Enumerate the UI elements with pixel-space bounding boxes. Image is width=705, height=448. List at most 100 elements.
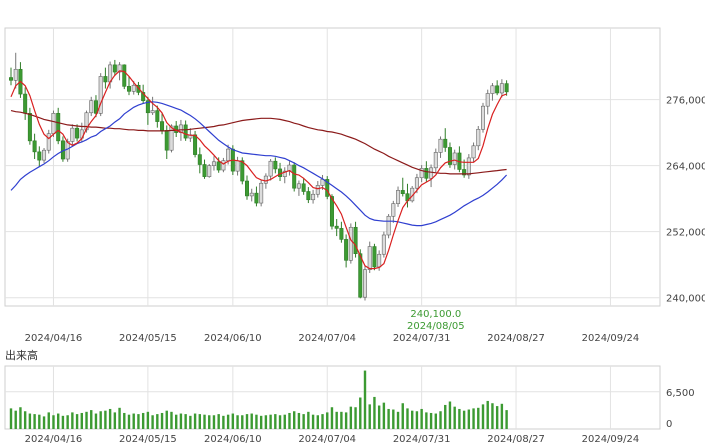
volume-bar xyxy=(462,410,466,429)
volume-bar xyxy=(297,412,301,429)
volume-bar xyxy=(47,412,50,429)
candle-body xyxy=(480,105,485,130)
volume-bar xyxy=(113,412,117,429)
candle-body xyxy=(438,138,443,153)
candle-body xyxy=(504,83,509,93)
volume-bar xyxy=(189,415,192,429)
candle-body xyxy=(254,192,259,204)
candle-body xyxy=(211,161,216,166)
volume-bar xyxy=(344,412,348,429)
volume-bar xyxy=(208,415,211,429)
candle-body xyxy=(98,76,103,114)
candle-body xyxy=(396,190,401,204)
candle-body xyxy=(315,185,320,195)
volume-bar xyxy=(23,411,27,429)
volume-bar xyxy=(444,404,447,429)
volume-bar xyxy=(415,411,419,429)
candle-body xyxy=(447,147,452,165)
volume-bar xyxy=(28,413,32,429)
volume-bar xyxy=(146,411,150,429)
candle-body xyxy=(429,167,434,179)
volume-bar xyxy=(160,412,164,429)
candle-body xyxy=(462,169,467,176)
ma-short-line xyxy=(10,70,507,270)
candle-body xyxy=(240,160,245,182)
candle-body xyxy=(193,134,198,155)
candle-body xyxy=(259,182,264,204)
volume-tick-label: 6,500 xyxy=(666,388,695,399)
candle-body xyxy=(377,253,382,268)
candle-body xyxy=(476,128,481,147)
low-date-annotation: 2024/08/05 xyxy=(407,321,465,332)
candle-body xyxy=(391,203,396,217)
volume-bar xyxy=(52,415,55,429)
volume-bar xyxy=(293,411,296,429)
price-date-label: 2024/09/24 xyxy=(582,333,640,344)
candle-body xyxy=(221,160,226,171)
volume-bar xyxy=(321,414,324,429)
candle-body xyxy=(13,68,18,81)
candle-body xyxy=(150,110,155,114)
candle-body xyxy=(9,77,14,81)
candle-body xyxy=(164,130,169,151)
candle-body xyxy=(89,100,94,114)
volume-bar xyxy=(439,411,442,429)
candle-body xyxy=(216,161,221,171)
candle-body xyxy=(131,84,136,92)
volume-panel-title: 出来高 xyxy=(5,348,38,362)
volume-bar xyxy=(104,410,107,429)
volume-bar xyxy=(137,414,140,429)
volume-bar xyxy=(377,405,381,429)
price-date-label: 2024/04/16 xyxy=(25,333,83,344)
low-price-annotation: 240,100.0 xyxy=(410,309,461,320)
volume-bar xyxy=(467,409,471,429)
volume-bar xyxy=(245,414,249,429)
candle-body xyxy=(292,164,297,189)
volume-bar xyxy=(165,410,168,429)
volume-bar xyxy=(477,407,480,429)
candle-body xyxy=(386,215,391,236)
volume-bar xyxy=(42,416,46,429)
volume-bar xyxy=(179,413,183,429)
volume-bar xyxy=(123,412,126,429)
volume-bar xyxy=(307,411,310,429)
volume-bar xyxy=(425,412,428,429)
volume-bar xyxy=(222,415,225,429)
volume-bar xyxy=(373,396,376,429)
volume-bar xyxy=(505,410,508,429)
candle-body xyxy=(495,85,500,94)
volume-bar xyxy=(420,408,423,429)
price-date-label: 2024/07/31 xyxy=(393,333,451,344)
candle-body xyxy=(207,165,212,177)
volume-bar xyxy=(288,412,291,429)
candle-body xyxy=(381,234,386,255)
candle-body xyxy=(160,121,165,131)
volume-bar xyxy=(354,407,357,429)
volume-bar xyxy=(33,414,36,429)
volume-bar xyxy=(193,413,197,429)
candle-body xyxy=(226,148,231,161)
volume-bar xyxy=(500,403,504,429)
volume-bar xyxy=(217,414,220,429)
candle-body xyxy=(490,85,495,94)
volume-tick-label: 0 xyxy=(666,419,672,430)
price-date-label: 2024/05/15 xyxy=(119,333,177,344)
volume-bar xyxy=(80,412,83,429)
volume-bar xyxy=(212,415,216,429)
volume-bar xyxy=(241,415,244,429)
volume-bar xyxy=(453,406,456,429)
candle-body xyxy=(145,100,150,114)
candle-body xyxy=(311,193,316,201)
volume-bar xyxy=(368,404,371,429)
volume-bar xyxy=(335,411,338,429)
ma-long-line xyxy=(10,110,507,175)
candle-body xyxy=(127,86,132,92)
candle-body xyxy=(471,145,476,159)
candle-body xyxy=(37,151,42,161)
volume-bar xyxy=(434,413,437,429)
volume-bar xyxy=(406,408,409,429)
volume-bar xyxy=(38,414,41,429)
moving-averages xyxy=(10,70,508,270)
candle-body xyxy=(65,141,70,160)
volume-bar xyxy=(458,408,461,429)
